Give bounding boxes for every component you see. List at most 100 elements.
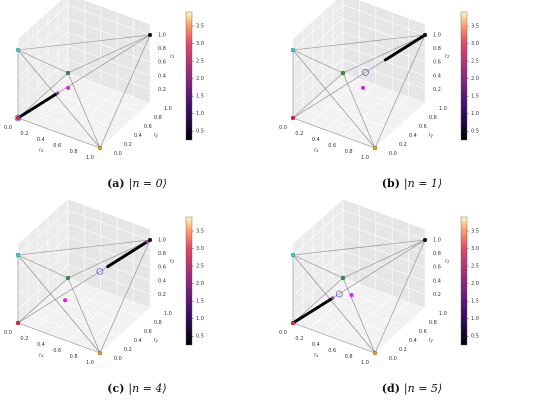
colorbar <box>185 216 193 346</box>
edge <box>292 34 426 51</box>
grid-line <box>292 223 426 269</box>
grid-line <box>292 4 426 51</box>
z-axis-label-main: r <box>445 258 448 264</box>
y-axis-label-sub: y <box>155 133 159 138</box>
y-tick-label: 0.6 <box>419 329 427 335</box>
vertex <box>290 47 296 53</box>
x-tick-label: 0.6 <box>53 348 61 354</box>
y-axis-label-sub: y <box>430 338 434 343</box>
panel: 0.00.20.40.60.81.00.00.20.40.60.81.00.20… <box>4 0 204 191</box>
z-tick-label: 0.2 <box>433 292 441 298</box>
y-tick-label: 0.8 <box>429 320 437 326</box>
edge <box>342 277 376 354</box>
z-axis-label: rz <box>170 258 175 264</box>
vertex <box>147 237 153 243</box>
z-axis-label-main: r <box>170 258 173 264</box>
y-tick-label: 0.8 <box>429 115 437 121</box>
edge <box>17 239 151 256</box>
y-axis-label-main: r <box>154 337 157 343</box>
edge <box>292 117 376 149</box>
z-tick-label: 0.2 <box>433 87 441 93</box>
x-tick-label: 0.0 <box>4 125 12 131</box>
x-tick-label: 0.4 <box>312 137 320 143</box>
colorbar-tick-label: 3.0 <box>471 41 479 47</box>
edge <box>342 34 426 74</box>
colorbar-tick-label: 0.5 <box>196 129 204 135</box>
edge <box>17 117 101 149</box>
vertex <box>65 70 71 76</box>
z-axis-label: rz <box>445 258 450 264</box>
colorbar-tick-label: 2.5 <box>196 59 204 65</box>
panel: 0.00.20.40.60.81.00.00.20.40.60.81.00.20… <box>279 199 479 396</box>
panel: 0.00.20.40.60.81.00.00.20.40.60.81.00.20… <box>279 0 479 191</box>
z-tick-label: 0.6 <box>433 60 441 66</box>
vertex <box>372 145 378 151</box>
z-tick-label: 0.6 <box>433 265 441 271</box>
colorbar-tick-label: 1.5 <box>471 94 479 100</box>
y-tick-label: 1.0 <box>164 106 172 112</box>
x-tick-label: 0.0 <box>279 330 287 336</box>
z-tick-label: 0.4 <box>433 73 441 79</box>
vertex <box>340 70 346 76</box>
grid-line <box>17 209 151 256</box>
caption: (c) |n = 4⟩ <box>107 382 166 396</box>
y-tick-label: 0.4 <box>134 338 142 344</box>
caption-tag: (a) <box>107 177 125 190</box>
caption-text: |n = 5⟩ <box>404 382 442 396</box>
colorbar-tick-label: 3.0 <box>196 41 204 47</box>
caption-text: |n = 4⟩ <box>128 382 166 396</box>
y-axis-label: ry <box>154 337 159 343</box>
edge <box>17 49 101 149</box>
magenta-point <box>361 85 365 90</box>
vertex <box>372 350 378 356</box>
caption: (a) |n = 0⟩ <box>107 177 167 191</box>
caption-tag: (c) <box>107 382 124 395</box>
grid-line <box>17 264 151 310</box>
vertex <box>290 252 296 258</box>
y-axis-label: ry <box>154 132 159 138</box>
colorbar-tick-label: 1.0 <box>196 111 204 117</box>
x-axis-label: rx <box>314 352 319 358</box>
grid-line <box>292 250 426 297</box>
edge <box>17 322 101 354</box>
colorbar-tick-label: 1.0 <box>471 316 479 322</box>
z-tick-label: 1.0 <box>433 238 441 244</box>
grid-line <box>17 223 151 269</box>
grid-line <box>292 59 426 105</box>
z-tick-label: 0.8 <box>433 251 441 257</box>
z-tick-label: 1.0 <box>158 33 166 39</box>
colorbar-tick-label: 3.5 <box>196 229 204 235</box>
x-tick-label: 0.4 <box>37 342 45 348</box>
edge <box>292 322 376 354</box>
z-tick-label: 0.4 <box>158 73 166 79</box>
grid-line <box>17 18 151 64</box>
z-axis-label: rz <box>445 53 450 59</box>
x-tick-label: 0.2 <box>295 131 303 137</box>
edge <box>342 72 376 149</box>
y-tick-label: 0.2 <box>399 142 407 148</box>
z-axis-label-main: r <box>170 53 173 59</box>
z-axis-label-sub: z <box>446 54 450 59</box>
grid-line <box>292 264 426 310</box>
x-axis-label-main: r <box>39 352 42 358</box>
x-axis-label-main: r <box>314 147 317 153</box>
colorbar-tick-label: 2.0 <box>196 281 204 287</box>
vertex <box>422 32 428 38</box>
hollow-point <box>96 268 104 275</box>
x-tick-label: 0.6 <box>328 348 336 354</box>
y-tick-label: 0.4 <box>409 133 417 139</box>
x-tick-label: 0.8 <box>70 354 78 360</box>
edge <box>17 254 101 354</box>
caption-tag: (d) <box>382 382 400 395</box>
colorbar-tick-label: 2.5 <box>471 59 479 65</box>
z-tick-label: 0.2 <box>158 87 166 93</box>
y-tick-label: 1.0 <box>439 311 447 317</box>
colorbar-tick-label: 3.0 <box>471 246 479 252</box>
colorbar-tick-label: 2.0 <box>196 76 204 82</box>
edge <box>17 34 151 51</box>
x-tick-label: 1.0 <box>361 155 369 161</box>
y-tick-label: 1.0 <box>439 106 447 112</box>
x-axis-label-sub: x <box>40 353 44 358</box>
edge <box>67 277 101 354</box>
